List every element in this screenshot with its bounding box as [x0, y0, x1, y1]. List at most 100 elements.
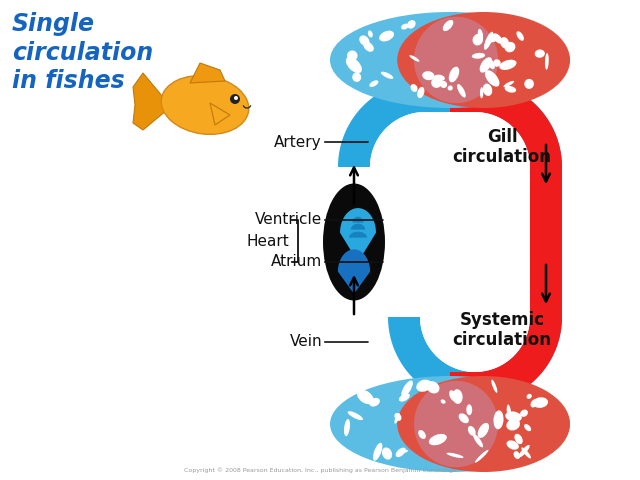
Ellipse shape [382, 447, 392, 460]
Ellipse shape [484, 32, 493, 50]
Ellipse shape [373, 443, 382, 461]
Ellipse shape [443, 20, 453, 31]
Ellipse shape [418, 430, 426, 439]
Ellipse shape [347, 50, 358, 61]
Text: Gill
circulation: Gill circulation [452, 128, 552, 167]
Ellipse shape [477, 29, 483, 40]
Ellipse shape [352, 72, 361, 82]
Ellipse shape [359, 36, 369, 46]
Ellipse shape [505, 86, 516, 93]
Ellipse shape [440, 81, 447, 88]
Circle shape [230, 94, 240, 104]
Ellipse shape [493, 59, 500, 67]
Ellipse shape [379, 31, 394, 41]
Polygon shape [133, 73, 167, 130]
Ellipse shape [344, 419, 350, 436]
Polygon shape [349, 232, 367, 238]
Ellipse shape [449, 67, 460, 83]
Polygon shape [338, 250, 370, 294]
Ellipse shape [507, 405, 511, 421]
Ellipse shape [499, 60, 516, 70]
Ellipse shape [447, 85, 452, 91]
Text: Artery: Artery [275, 134, 368, 149]
Ellipse shape [468, 426, 476, 436]
Ellipse shape [522, 447, 531, 458]
Polygon shape [190, 63, 225, 83]
Ellipse shape [518, 445, 530, 457]
Ellipse shape [397, 12, 570, 108]
Text: Copyright © 2008 Pearson Education, Inc., publishing as Pearson Benjamin Cumming: Copyright © 2008 Pearson Education, Inc.… [184, 468, 456, 473]
Ellipse shape [524, 424, 531, 431]
Ellipse shape [477, 423, 489, 438]
Ellipse shape [483, 84, 492, 96]
Ellipse shape [429, 434, 447, 445]
Polygon shape [353, 216, 364, 223]
Ellipse shape [472, 53, 485, 59]
Ellipse shape [417, 87, 424, 98]
Ellipse shape [397, 376, 570, 472]
Ellipse shape [505, 411, 522, 422]
Ellipse shape [416, 380, 431, 392]
Ellipse shape [401, 24, 409, 29]
Ellipse shape [422, 71, 435, 80]
Ellipse shape [369, 398, 380, 407]
Ellipse shape [449, 390, 457, 401]
Ellipse shape [513, 451, 520, 459]
Ellipse shape [520, 409, 528, 417]
Ellipse shape [323, 183, 385, 300]
Ellipse shape [330, 376, 570, 472]
Ellipse shape [480, 87, 483, 98]
Ellipse shape [531, 399, 538, 408]
Ellipse shape [369, 80, 378, 87]
Ellipse shape [534, 49, 545, 58]
Ellipse shape [161, 76, 249, 134]
Ellipse shape [414, 381, 498, 467]
Ellipse shape [357, 390, 374, 404]
Ellipse shape [500, 37, 509, 48]
Text: Single
circulation
in fishes: Single circulation in fishes [12, 12, 153, 94]
Ellipse shape [488, 59, 495, 69]
Ellipse shape [472, 34, 483, 46]
Ellipse shape [410, 55, 419, 61]
Ellipse shape [426, 381, 440, 394]
Ellipse shape [545, 53, 548, 70]
Ellipse shape [532, 397, 548, 408]
Ellipse shape [504, 42, 515, 52]
Ellipse shape [493, 34, 502, 44]
Ellipse shape [407, 20, 415, 29]
Ellipse shape [396, 447, 406, 457]
Ellipse shape [348, 411, 363, 420]
Ellipse shape [381, 72, 394, 79]
Ellipse shape [459, 413, 469, 423]
Ellipse shape [479, 57, 492, 72]
Text: Ventricle: Ventricle [255, 213, 383, 228]
Ellipse shape [394, 413, 400, 424]
Ellipse shape [467, 404, 472, 415]
Ellipse shape [475, 450, 488, 463]
Ellipse shape [506, 440, 519, 450]
Ellipse shape [527, 394, 532, 399]
Ellipse shape [506, 419, 520, 431]
Polygon shape [338, 80, 562, 404]
Ellipse shape [401, 450, 408, 453]
Ellipse shape [431, 77, 442, 88]
Ellipse shape [493, 410, 504, 429]
Ellipse shape [414, 17, 498, 103]
Ellipse shape [516, 31, 524, 41]
Ellipse shape [473, 434, 483, 447]
Ellipse shape [492, 380, 497, 393]
Ellipse shape [434, 75, 445, 81]
Ellipse shape [447, 453, 463, 458]
Ellipse shape [410, 84, 417, 92]
Ellipse shape [364, 42, 374, 52]
Text: Systemic
circulation: Systemic circulation [452, 311, 552, 349]
Ellipse shape [485, 70, 499, 87]
Ellipse shape [368, 30, 372, 37]
Ellipse shape [488, 34, 499, 42]
Ellipse shape [399, 393, 410, 402]
Ellipse shape [330, 12, 570, 108]
Polygon shape [351, 224, 365, 229]
Ellipse shape [401, 381, 413, 397]
Ellipse shape [452, 389, 463, 404]
Ellipse shape [346, 57, 362, 73]
